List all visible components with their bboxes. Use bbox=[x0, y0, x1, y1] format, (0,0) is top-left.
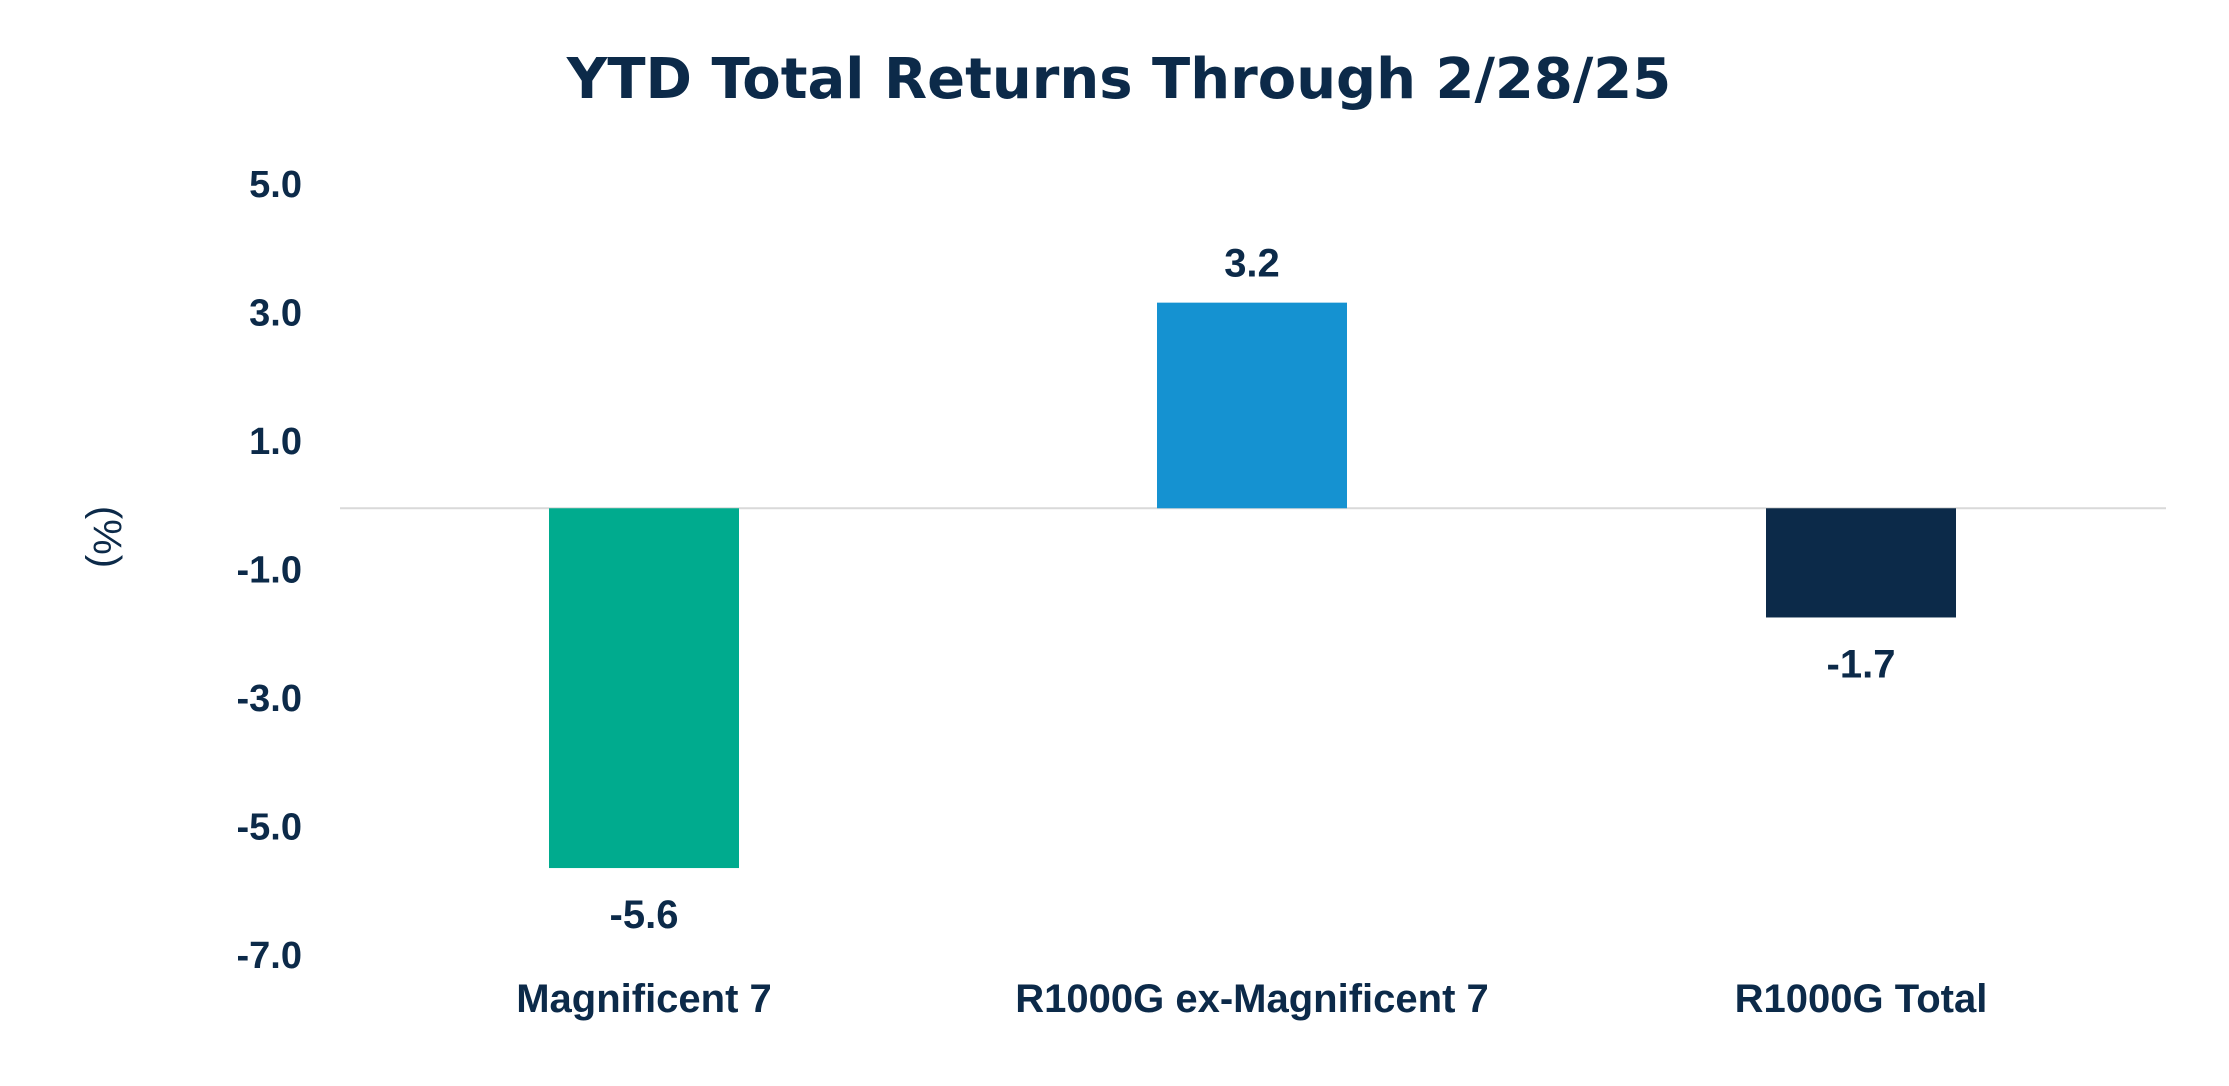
category-label: R1000G Total bbox=[1735, 977, 1988, 1021]
y-tick-label: 1.0 bbox=[249, 421, 302, 463]
data-labels-group: -5.6 3.2 -1.7 bbox=[610, 242, 1896, 937]
bar-value-label: -1.7 bbox=[1827, 642, 1896, 686]
category-label: R1000G ex-Magnificent 7 bbox=[1015, 977, 1489, 1021]
y-tick-label: 5.0 bbox=[249, 164, 302, 206]
y-tick-label: -5.0 bbox=[237, 807, 302, 849]
bars-group bbox=[549, 302, 1956, 869]
y-axis-ticks: 5.0 3.0 1.0 -1.0 -3.0 -5.0 -7.0 bbox=[237, 164, 302, 977]
y-tick-label: 3.0 bbox=[249, 293, 302, 335]
y-tick-label: -7.0 bbox=[237, 935, 302, 977]
bar bbox=[1157, 302, 1347, 509]
category-labels-group: Magnificent 7 R1000G ex-Magnificent 7 R100… bbox=[516, 977, 1987, 1021]
y-tick-label: -1.0 bbox=[237, 550, 302, 592]
bar-value-label: -5.6 bbox=[610, 893, 679, 937]
chart-title: YTD Total Returns Through 2/28/25 bbox=[566, 47, 1671, 112]
y-axis-label: (%) bbox=[84, 506, 128, 568]
bar bbox=[549, 508, 739, 869]
bar-value-label: 3.2 bbox=[1224, 242, 1280, 286]
y-tick-label: -3.0 bbox=[237, 678, 302, 720]
bar bbox=[1766, 508, 1956, 618]
category-label: Magnificent 7 bbox=[516, 977, 772, 1021]
